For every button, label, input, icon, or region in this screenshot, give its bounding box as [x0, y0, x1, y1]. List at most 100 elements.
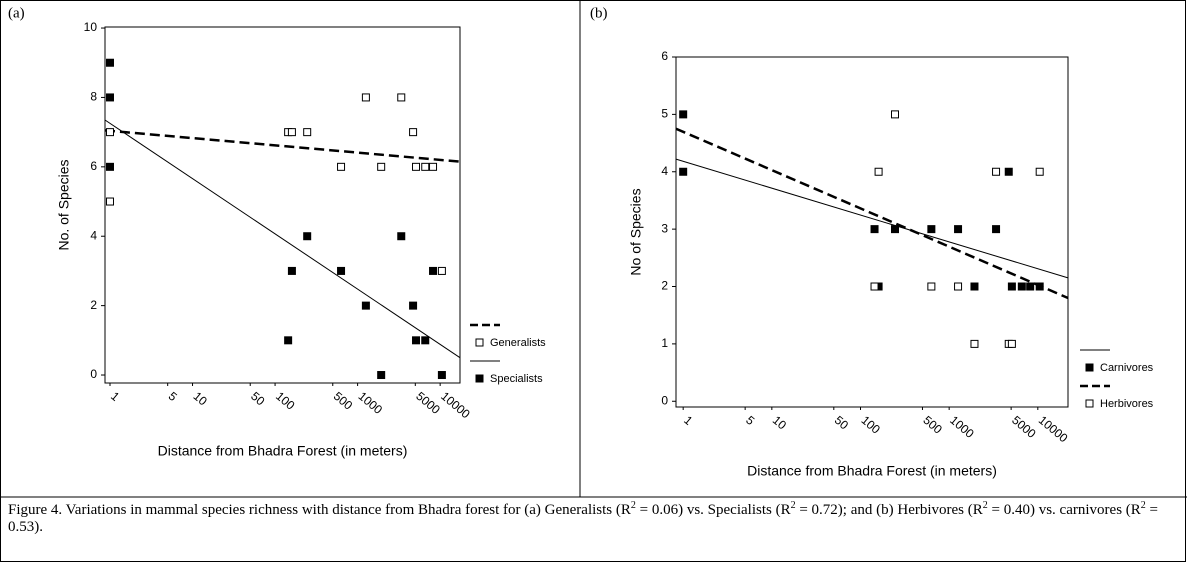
x-tick-label: 5000	[1009, 413, 1039, 441]
y-tick-label: 1	[661, 336, 668, 350]
data-point	[429, 162, 438, 171]
trend-line	[675, 158, 1069, 279]
data-point	[105, 128, 114, 137]
y-tick-label: 2	[661, 279, 668, 293]
x-tick-label: 5	[743, 413, 757, 428]
y-tick-label: 6	[661, 49, 668, 63]
y-tick-label: 4	[661, 164, 668, 178]
x-tick-label: 5000	[413, 389, 443, 417]
data-point	[992, 225, 1001, 234]
data-point	[303, 232, 312, 241]
data-point	[412, 162, 421, 171]
data-point	[412, 336, 421, 345]
x-tick-label: 10	[770, 413, 789, 433]
data-point	[397, 232, 406, 241]
data-point	[1004, 167, 1013, 176]
x-tick-label: 500	[920, 413, 945, 437]
data-point	[429, 266, 438, 275]
data-point	[409, 301, 418, 310]
data-point	[287, 128, 296, 137]
data-point	[1035, 167, 1044, 176]
data-point	[284, 336, 293, 345]
caption-superscript: 2	[790, 500, 796, 511]
legend-marker	[1085, 363, 1094, 372]
x-tick-label: 50	[832, 413, 851, 433]
data-point	[874, 167, 883, 176]
plot-area	[104, 26, 461, 384]
x-tick-label: 10000	[438, 389, 473, 421]
trend-line	[104, 119, 461, 359]
trend-line	[675, 127, 1069, 300]
y-tick-label: 3	[661, 221, 668, 235]
caption-text: = 0.40) vs. carnivores (R	[987, 502, 1141, 518]
data-point	[303, 128, 312, 137]
legend-marker	[475, 338, 484, 347]
y-tick-label: 10	[84, 20, 98, 34]
x-tick-label: 1000	[356, 389, 386, 417]
x-tick-label: 5	[166, 389, 180, 404]
legend-label: Herbivores	[1100, 398, 1154, 410]
data-point	[870, 282, 879, 291]
x-tick-label: 100	[859, 413, 884, 437]
data-point	[927, 282, 936, 291]
data-point	[890, 110, 899, 119]
data-point	[954, 225, 963, 234]
caption-text: Figure 4. Variations in mammal species r…	[8, 502, 631, 518]
x-tick-label: 1000	[947, 413, 977, 441]
data-point	[409, 128, 418, 137]
data-point	[377, 162, 386, 171]
caption-superscript: 2	[982, 500, 988, 511]
data-point	[992, 167, 1001, 176]
data-point	[361, 301, 370, 310]
panel-label: (b)	[590, 5, 608, 21]
data-point	[105, 162, 114, 171]
y-tick-label: 8	[90, 90, 97, 104]
data-point	[421, 162, 430, 171]
data-point	[377, 371, 386, 380]
x-tick-label: 1	[681, 413, 695, 428]
caption-superscript: 2	[630, 500, 636, 511]
data-point	[397, 93, 406, 102]
data-point	[927, 225, 936, 234]
data-point	[361, 93, 370, 102]
x-axis-label: Distance from Bhadra Forest (in meters)	[747, 463, 997, 479]
y-axis-label: No of Species	[628, 188, 644, 275]
y-tick-label: 4	[90, 228, 97, 242]
data-point	[970, 282, 979, 291]
data-point	[105, 93, 114, 102]
legend-label: Carnivores	[1100, 362, 1154, 374]
data-point	[437, 371, 446, 380]
caption: Figure 4. Variations in mammal species r…	[8, 500, 1178, 536]
y-tick-label: 2	[90, 298, 97, 312]
y-tick-label: 6	[90, 159, 97, 173]
data-point	[1017, 282, 1026, 291]
data-point	[679, 167, 688, 176]
x-tick-label: 100	[273, 389, 298, 413]
caption-text: = 0.06) vs. Specialists (R	[635, 502, 791, 518]
x-tick-label: 10000	[1036, 413, 1071, 445]
data-point	[954, 282, 963, 291]
y-tick-label: 5	[661, 107, 668, 121]
data-point	[970, 339, 979, 348]
data-point	[1026, 282, 1035, 291]
caption-text: = 0.53).	[8, 502, 1158, 535]
legend-label: Generalists	[490, 337, 546, 349]
data-point	[105, 197, 114, 206]
panel-label: (a)	[8, 5, 25, 21]
data-point	[1007, 339, 1016, 348]
data-point	[679, 110, 688, 119]
data-point	[337, 266, 346, 275]
legend-marker	[475, 374, 484, 383]
caption-text: = 0.72); and (b) Herbivores (R	[795, 502, 983, 518]
data-point	[1007, 282, 1016, 291]
x-tick-label: 500	[331, 389, 356, 413]
x-tick-label: 10	[191, 389, 210, 409]
data-point	[437, 266, 446, 275]
legend-marker	[1085, 399, 1094, 408]
x-tick-label: 50	[248, 389, 267, 409]
trend-line	[104, 129, 461, 163]
data-point	[105, 58, 114, 67]
data-point	[287, 266, 296, 275]
